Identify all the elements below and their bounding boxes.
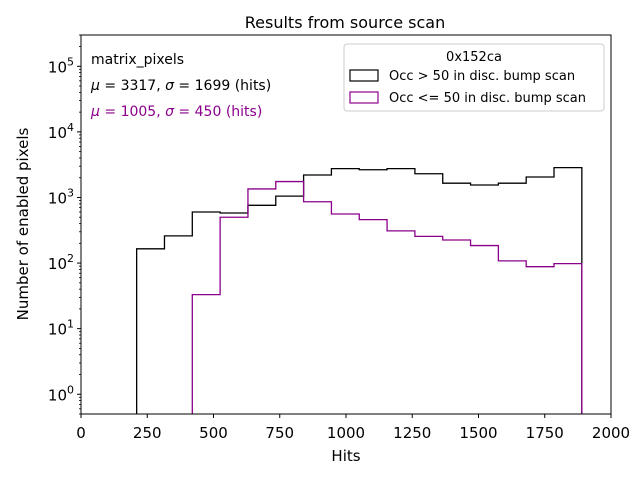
x-tick-label: 1000 — [327, 424, 365, 442]
legend-swatch-black — [349, 69, 379, 82]
x-tick-label: 500 — [199, 424, 228, 442]
y-axis-label: Number of enabled pixels — [14, 127, 32, 320]
annotation-stats-purple: μ = 1005, σ = 450 (hits) — [90, 104, 262, 120]
histogram-series-1 — [191, 180, 583, 414]
x-axis-label: Hits — [331, 447, 360, 465]
y-tick-label: 105 — [48, 55, 74, 76]
x-tick-label: 1500 — [459, 424, 497, 442]
x-tick-label: 2000 — [592, 424, 630, 442]
stats-annotation: matrix_pixels μ = 3317, σ = 1699 (hits) … — [90, 52, 271, 120]
legend-label-black: Occ > 50 in disc. bump scan — [389, 69, 575, 84]
y-tick-label: 100 — [48, 383, 74, 404]
x-axis: 0 250 500 750 1000 1250 1500 1750 2000 — [76, 414, 630, 442]
legend-box — [343, 43, 605, 112]
y-tick-label: 103 — [48, 186, 74, 207]
annotation-stats-black: μ = 3317, σ = 1699 (hits) — [90, 78, 271, 94]
legend-label-purple: Occ <= 50 in disc. bump scan — [389, 91, 586, 106]
x-tick-label: 0 — [76, 424, 86, 442]
chart-title: Results from source scan — [245, 13, 445, 32]
x-tick-label: 1250 — [393, 424, 431, 442]
legend-swatch-purple — [349, 91, 379, 104]
histogram-series-0 — [136, 166, 583, 414]
x-tick-label: 250 — [133, 424, 162, 442]
x-tick-label: 1750 — [526, 424, 564, 442]
x-tick-label: 750 — [265, 424, 294, 442]
y-tick-label: 102 — [48, 252, 74, 273]
y-axis: 100 101 102 103 104 105 — [48, 34, 81, 415]
legend: 0x152ca Occ > 50 in disc. bump scan Occ … — [343, 43, 605, 112]
legend-title: 0x152ca — [446, 50, 502, 65]
y-tick-label: 101 — [48, 318, 74, 339]
y-tick-label: 104 — [48, 121, 74, 142]
annotation-name: matrix_pixels — [91, 52, 184, 68]
